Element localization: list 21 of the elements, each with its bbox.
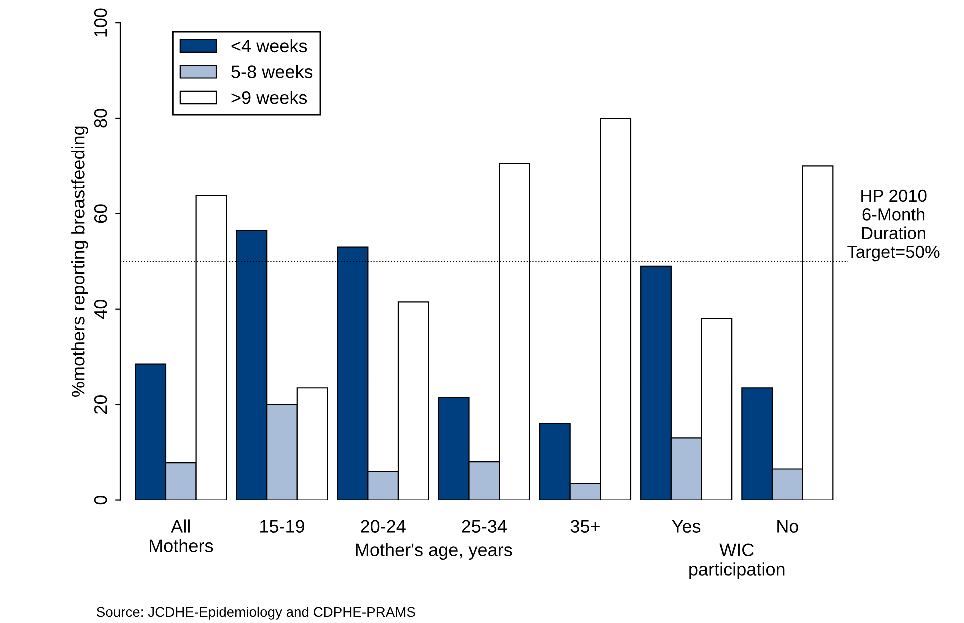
text: Mother's age, years bbox=[356, 543, 512, 560]
y-tick-label: 40 bbox=[94, 300, 108, 320]
x-tick-label: No bbox=[778, 520, 798, 533]
x-tick-label: 35+ bbox=[570, 520, 600, 533]
y-tick-label: 80 bbox=[94, 109, 108, 128]
y-tick-label: 60 bbox=[94, 204, 108, 224]
ref-line-label: HP 2010 6-Month Duration Target=50% bbox=[848, 190, 940, 262]
legend-label: 5-8 weeks bbox=[232, 65, 313, 78]
y-tick-label: 100 bbox=[94, 8, 108, 37]
x-tick-label: All Mothers bbox=[150, 520, 214, 552]
x-tick-label: Yes bbox=[672, 520, 701, 533]
y-tick-label: 20 bbox=[94, 395, 108, 414]
y-axis-title: %mothers reporting breastfeeding bbox=[72, 126, 88, 397]
legend-label: >9 weeks bbox=[232, 91, 308, 104]
x-tick-label: 25-34 bbox=[462, 520, 507, 533]
legend-label: <4 weeks bbox=[232, 39, 308, 53]
source-note: Source: JCDHE-Epidemiology and CDPHE-PRAMS bbox=[97, 606, 416, 620]
x-tick-label: 20-24 bbox=[361, 520, 406, 533]
y-tick-label: 0 bbox=[94, 496, 108, 505]
x-tick-label: 15-19 bbox=[260, 520, 304, 533]
text: WIC participation bbox=[690, 544, 785, 580]
